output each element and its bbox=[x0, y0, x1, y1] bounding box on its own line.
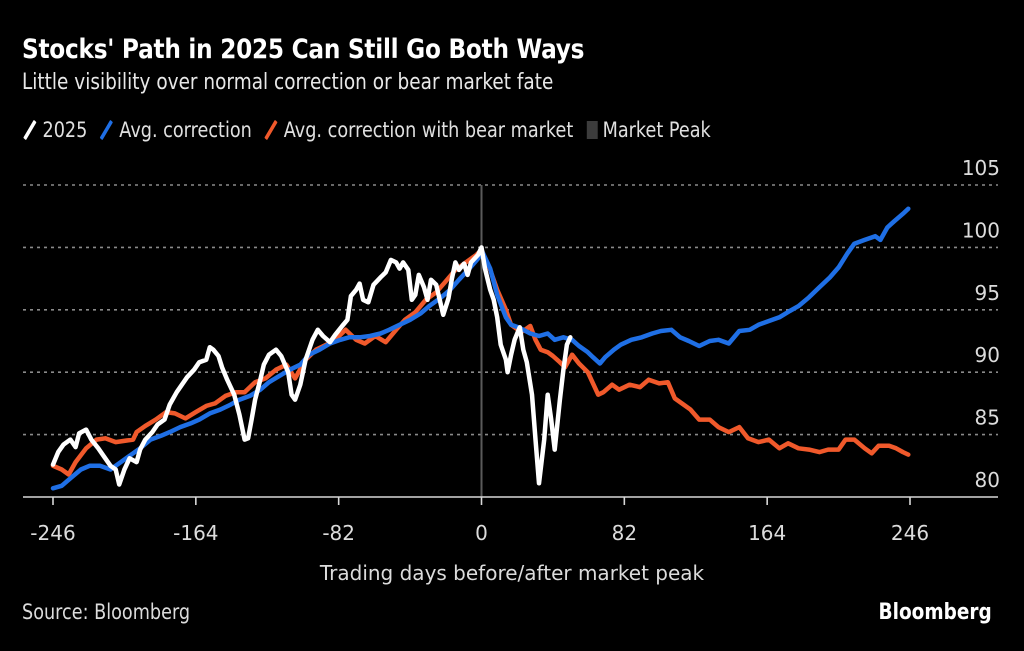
legend-label: Avg. correction bbox=[119, 118, 252, 142]
legend: 2025 Avg. correction Avg. correction wit… bbox=[24, 116, 724, 144]
x-tick-label: 0 bbox=[475, 521, 488, 545]
y-tick-label: 105 bbox=[962, 156, 1000, 180]
series-line-2025 bbox=[50, 245, 573, 487]
x-tick-label: -164 bbox=[173, 521, 218, 545]
x-tick-label: 246 bbox=[891, 521, 929, 545]
legend-label: 2025 bbox=[42, 118, 88, 142]
legend-label: Avg. correction with bear market bbox=[283, 118, 574, 142]
x-tick-label: 164 bbox=[748, 521, 786, 545]
x-axis: -246 -164 -82 0 82 164 246 bbox=[23, 496, 998, 545]
x-tick-label: -246 bbox=[30, 521, 75, 545]
x-tick-label: -82 bbox=[322, 521, 355, 545]
y-tick-label: 100 bbox=[962, 218, 1000, 242]
chart-title: Stocks' Path in 2025 Can Still Go Both W… bbox=[22, 34, 585, 65]
x-tick-label: 82 bbox=[612, 521, 637, 545]
source-note: Source: Bloomberg bbox=[22, 600, 191, 624]
legend-label: Market Peak bbox=[602, 118, 711, 142]
y-tick-label: 90 bbox=[975, 343, 1000, 367]
series-lines bbox=[50, 206, 911, 491]
y-tick-label: 85 bbox=[975, 406, 1000, 430]
bloomberg-logo: Bloomberg bbox=[878, 600, 992, 625]
gridlines bbox=[23, 184, 998, 436]
legend-item-avg-correction: Avg. correction bbox=[101, 118, 252, 142]
legend-item-bear-market: Avg. correction with bear market bbox=[265, 118, 573, 142]
legend-item-market-peak: Market Peak bbox=[586, 118, 711, 142]
y-tick-label: 80 bbox=[975, 468, 1000, 492]
legend-square-icon bbox=[586, 121, 598, 139]
x-axis-title: Trading days before/after market peak bbox=[319, 561, 705, 585]
series-line-avg-correction bbox=[50, 206, 911, 491]
y-axis-labels: 80 85 90 95 100 105 bbox=[962, 156, 1000, 492]
chart-subtitle: Little visibility over normal correction… bbox=[22, 70, 554, 95]
legend-item-2025: 2025 bbox=[24, 118, 87, 142]
y-tick-label: 95 bbox=[975, 281, 1000, 305]
